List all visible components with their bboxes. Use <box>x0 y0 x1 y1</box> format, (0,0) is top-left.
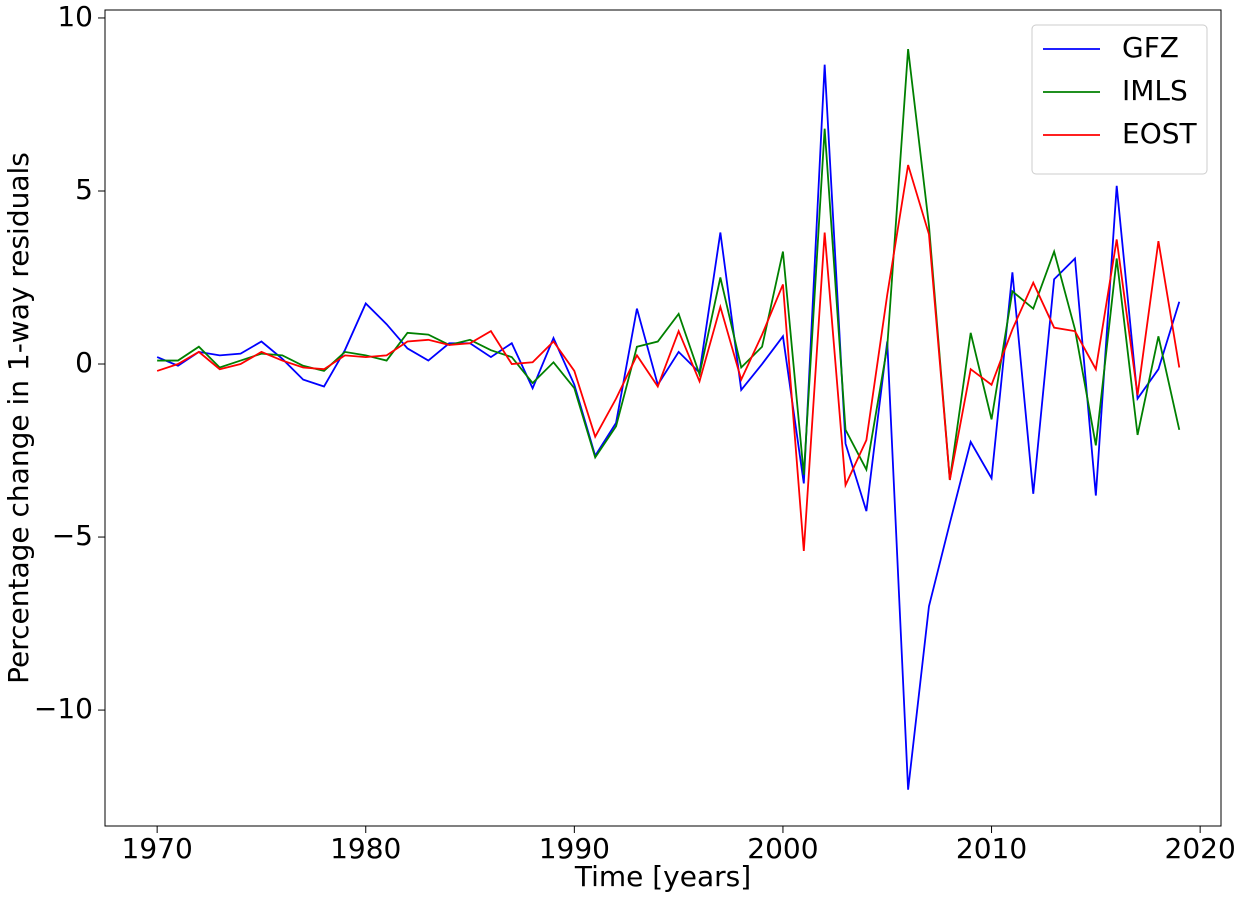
line-series <box>156 164 1181 551</box>
legend-box <box>1031 24 1208 175</box>
line-series <box>156 64 1181 790</box>
y-tick-label: 10 <box>57 0 93 33</box>
x-tick-label: 2010 <box>956 832 1027 865</box>
y-tick-label: −10 <box>34 692 93 725</box>
x-tick-label: 2000 <box>747 832 818 865</box>
y-tick-label: −5 <box>52 519 93 552</box>
legend-label: EOST <box>1122 117 1198 150</box>
plot-frame <box>104 9 1222 827</box>
x-tick-label: 1970 <box>122 832 193 865</box>
x-tick-label: 2020 <box>1165 832 1234 865</box>
y-tick-label: 5 <box>75 173 93 206</box>
legend-label: IMLS <box>1122 74 1188 107</box>
y-axis-label: Percentage change in 1-way residuals <box>2 152 35 684</box>
y-tick-label: 0 <box>75 346 93 379</box>
x-tick-label: 1980 <box>330 832 401 865</box>
x-tick-label: 1990 <box>539 832 610 865</box>
legend-label: GFZ <box>1122 31 1179 64</box>
x-axis-label: Time [years] <box>574 860 751 893</box>
